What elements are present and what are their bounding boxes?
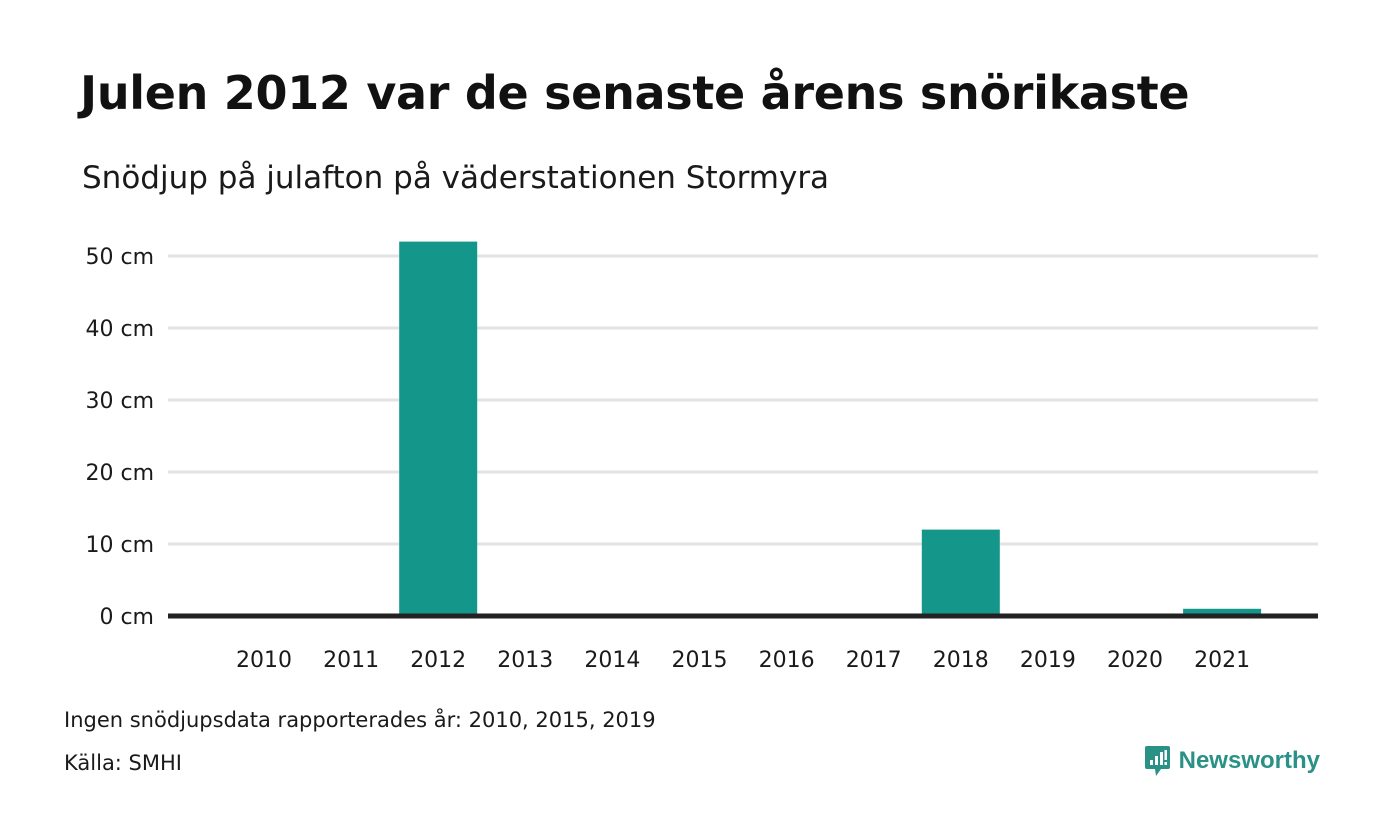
- y-axis-ticks: 0 cm 10 cm 20 cm 30 cm 40 cm 50 cm: [85, 245, 154, 630]
- x-tick-label: 2012: [410, 648, 466, 673]
- y-tick-label: 20 cm: [85, 461, 154, 486]
- missing-data-note: Ingen snödjupsdata rapporterades år: 201…: [64, 708, 656, 732]
- x-tick-label: 2016: [759, 648, 815, 673]
- x-tick-label: 2020: [1107, 648, 1163, 673]
- y-tick-label: 0 cm: [99, 605, 154, 630]
- x-axis-ticks: 2010 2011 2012 2013 2014 2015 2016 2017 2018 2019…: [236, 648, 1250, 673]
- chart-title: Julen 2012 var de senaste årens snörikas…: [80, 66, 1190, 120]
- y-tick-label: 40 cm: [85, 317, 154, 342]
- y-tick-label: 50 cm: [85, 245, 154, 270]
- x-tick-label: 2011: [323, 648, 379, 673]
- brand-logo: Newsworthy: [1144, 745, 1320, 777]
- source-credit: Källa: SMHI: [64, 751, 182, 775]
- bar: [1183, 608, 1262, 616]
- x-tick-label: 2015: [672, 648, 728, 673]
- x-tick-label: 2013: [497, 648, 553, 673]
- x-tick-label: 2014: [584, 648, 640, 673]
- y-tick-label: 30 cm: [85, 389, 154, 414]
- brand-name: Newsworthy: [1178, 747, 1320, 774]
- x-tick-label: 2021: [1194, 648, 1250, 673]
- bars: [399, 241, 1262, 616]
- x-tick-label: 2010: [236, 648, 292, 673]
- chart-subtitle: Snödjup på julafton på väderstationen St…: [82, 160, 830, 196]
- x-tick-label: 2018: [933, 648, 989, 673]
- x-tick-label: 2017: [846, 648, 902, 673]
- gridlines: [168, 254, 1318, 546]
- bar: [921, 529, 1000, 616]
- newsworthy-logo-icon: [1144, 746, 1170, 776]
- x-tick-label: 2019: [1020, 648, 1076, 673]
- y-tick-label: 10 cm: [85, 533, 154, 558]
- bar: [399, 241, 478, 616]
